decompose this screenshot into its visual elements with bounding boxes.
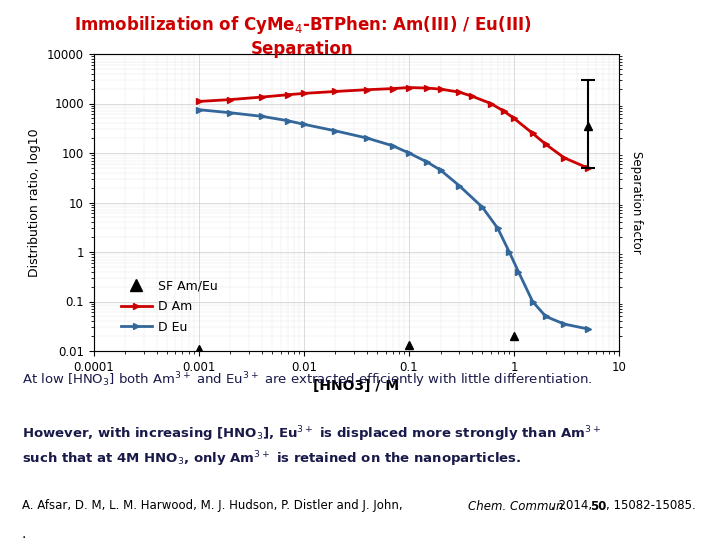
Text: .: . — [22, 526, 26, 540]
Text: 50: 50 — [590, 500, 607, 512]
Text: Immobilization of CyMe$_4$-BTPhen: Am(III) / Eu(III)
Separation: Immobilization of CyMe$_4$-BTPhen: Am(II… — [73, 14, 531, 58]
Text: However, with increasing [HNO$_3$], Eu$^{3+}$ is displaced more strongly than Am: However, with increasing [HNO$_3$], Eu$^… — [22, 424, 600, 469]
Text: Chem. Commun.: Chem. Commun. — [468, 500, 567, 512]
Text: , 15082-15085.: , 15082-15085. — [606, 500, 696, 512]
Text: University of: University of — [608, 24, 652, 30]
Y-axis label: Separation factor: Separation factor — [631, 151, 644, 254]
X-axis label: [HNO3] / M: [HNO3] / M — [313, 379, 400, 393]
Text: A. Afsar, D. M, L. M. Harwood, M. J. Hudson, P. Distler and J. John,: A. Afsar, D. M, L. M. Harwood, M. J. Hud… — [22, 500, 406, 512]
Text: Reading: Reading — [608, 46, 652, 56]
Y-axis label: Distribution ratio, log10: Distribution ratio, log10 — [28, 128, 41, 277]
Text: , 2014,: , 2014, — [551, 500, 595, 512]
Legend: SF Am/Eu, D Am, D Eu: SF Am/Eu, D Am, D Eu — [116, 275, 223, 339]
Text: At low [HNO$_3$] both Am$^{3+}$ and Eu$^{3+}$ are extracted efficiently with lit: At low [HNO$_3$] both Am$^{3+}$ and Eu$^… — [22, 370, 593, 389]
